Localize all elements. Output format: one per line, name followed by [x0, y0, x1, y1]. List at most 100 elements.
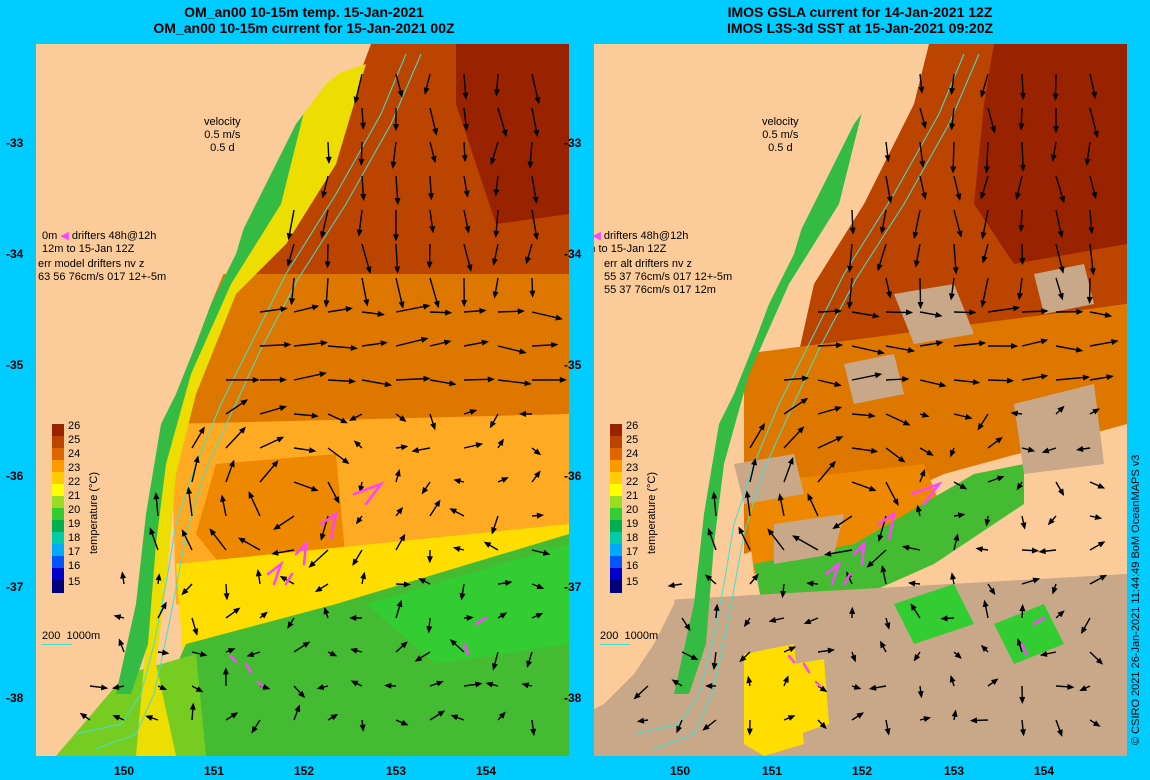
- colorbar-tick: 26: [626, 420, 639, 432]
- current-vector-head: [981, 255, 988, 264]
- current-vector-head: [835, 436, 844, 442]
- current-vector-head: [320, 231, 326, 239]
- drifter-legend: 0m ◀ drifters 48h@12h 12m to 15-Jan 12Z: [594, 230, 688, 256]
- lon-label: 152: [294, 764, 315, 778]
- current-vector-head: [321, 190, 328, 199]
- current-vector: [497, 379, 530, 385]
- current-vector-head: [271, 549, 279, 556]
- drifter-age-top: 0m: [42, 230, 58, 242]
- current-vector-head: [901, 544, 910, 551]
- current-vector-head: [414, 655, 423, 662]
- current-vector-head: [1057, 488, 1065, 497]
- current-vector-head: [504, 579, 513, 586]
- current-vector-head: [273, 523, 281, 530]
- current-vector-head: [279, 405, 287, 412]
- current-vector-head: [310, 485, 319, 492]
- lon-label: 152: [852, 764, 873, 778]
- current-vector-head: [493, 189, 500, 197]
- current-vector-head: [1091, 191, 1098, 200]
- current-vector-head: [1041, 447, 1050, 454]
- current-vector-head: [1092, 720, 1101, 727]
- current-vector-head: [853, 683, 862, 690]
- current-vector-head: [280, 306, 288, 313]
- colorbar-strip: [610, 424, 622, 593]
- current-vector-head: [751, 573, 759, 581]
- current-vector-head: [492, 291, 499, 299]
- current-vector-head: [526, 660, 532, 669]
- current-vector-head: [1097, 541, 1106, 548]
- current-vector: [1055, 376, 1089, 381]
- current-vector-head: [377, 310, 385, 317]
- current-vector-head: [1089, 268, 1096, 276]
- current-vector-head: [450, 714, 459, 721]
- colorbar-tick: 21: [626, 490, 639, 502]
- current-vector-head: [801, 375, 810, 382]
- current-vector-head: [186, 486, 193, 495]
- lon-label: 154: [476, 764, 497, 778]
- current-vector-head: [159, 684, 168, 690]
- lon-label: 153: [944, 764, 965, 778]
- current-vector-head: [751, 457, 757, 466]
- current-vector-head: [160, 601, 167, 610]
- current-vector-head: [330, 713, 339, 721]
- isobath-1000m: [95, 53, 422, 750]
- current-vector-head: [1019, 92, 1026, 101]
- velocity-label: velocity: [204, 116, 241, 128]
- current-vector-head: [551, 341, 559, 348]
- current-vector-head: [886, 291, 892, 299]
- current-vector-head: [1056, 729, 1063, 737]
- current-vector-head: [1014, 192, 1021, 201]
- current-vector-head: [228, 459, 235, 468]
- sst-no-data-south: [594, 574, 1127, 756]
- current-vector-head: [1097, 482, 1106, 489]
- error-line: 63 56 76cm/s 017 12+-5m: [38, 271, 167, 283]
- colorbar-tick: 16: [626, 560, 639, 572]
- current-vector-head: [161, 649, 170, 656]
- current-vector-head: [262, 684, 271, 690]
- current-vector-head: [230, 712, 239, 719]
- current-vector-head: [819, 685, 828, 693]
- current-vector-head: [1088, 227, 1095, 235]
- colorbar-tick: 19: [626, 518, 639, 530]
- current-vector-head: [1018, 224, 1025, 233]
- current-vector-head: [466, 614, 474, 621]
- current-vector-head: [246, 651, 255, 658]
- colorbar-step: [610, 580, 622, 593]
- error-line: err model drifters nv z: [38, 258, 145, 270]
- drifter-arrow-icon: ◀: [594, 230, 601, 242]
- current-vector-head: [462, 92, 469, 100]
- current-vector-head: [284, 341, 292, 348]
- lon-label: 151: [762, 764, 783, 778]
- colorbar-step: [52, 532, 64, 545]
- current-vector-head: [499, 612, 508, 619]
- current-vector-head: [420, 336, 429, 343]
- current-vector-head: [422, 303, 431, 310]
- current-vector-head: [713, 603, 720, 611]
- colorbar-step: [610, 532, 622, 545]
- current-vector-head: [436, 680, 444, 687]
- current-vector-head: [950, 572, 957, 580]
- current-vector-head: [913, 260, 920, 268]
- velocity-speed: 0.5 m/s: [762, 129, 799, 141]
- current-vector-head: [348, 378, 357, 385]
- current-vector-head: [423, 375, 431, 382]
- sst-no-data-patch-4: [734, 454, 804, 504]
- current-vector-head: [827, 647, 835, 654]
- current-vector-head: [223, 593, 230, 601]
- current-vector-head: [356, 229, 363, 237]
- drifter-tracks: [229, 481, 488, 688]
- current-vector-head: [879, 640, 886, 649]
- drifter-track: [877, 511, 896, 541]
- current-vector-head: [996, 475, 1005, 482]
- current-vector-head: [1052, 126, 1059, 134]
- current-vector-head: [491, 526, 497, 535]
- drifter-line2: to 15-Jan 12Z: [66, 243, 135, 255]
- isobath-200-label: 200: [600, 630, 619, 642]
- current-vector-head: [390, 161, 397, 169]
- current-vector-head: [350, 344, 358, 351]
- drifter-track: [787, 654, 796, 664]
- current-vector-head: [892, 498, 899, 506]
- current-vector-head: [898, 455, 906, 463]
- current-vector-head: [426, 626, 433, 634]
- colorbar-tick: 16: [68, 560, 81, 572]
